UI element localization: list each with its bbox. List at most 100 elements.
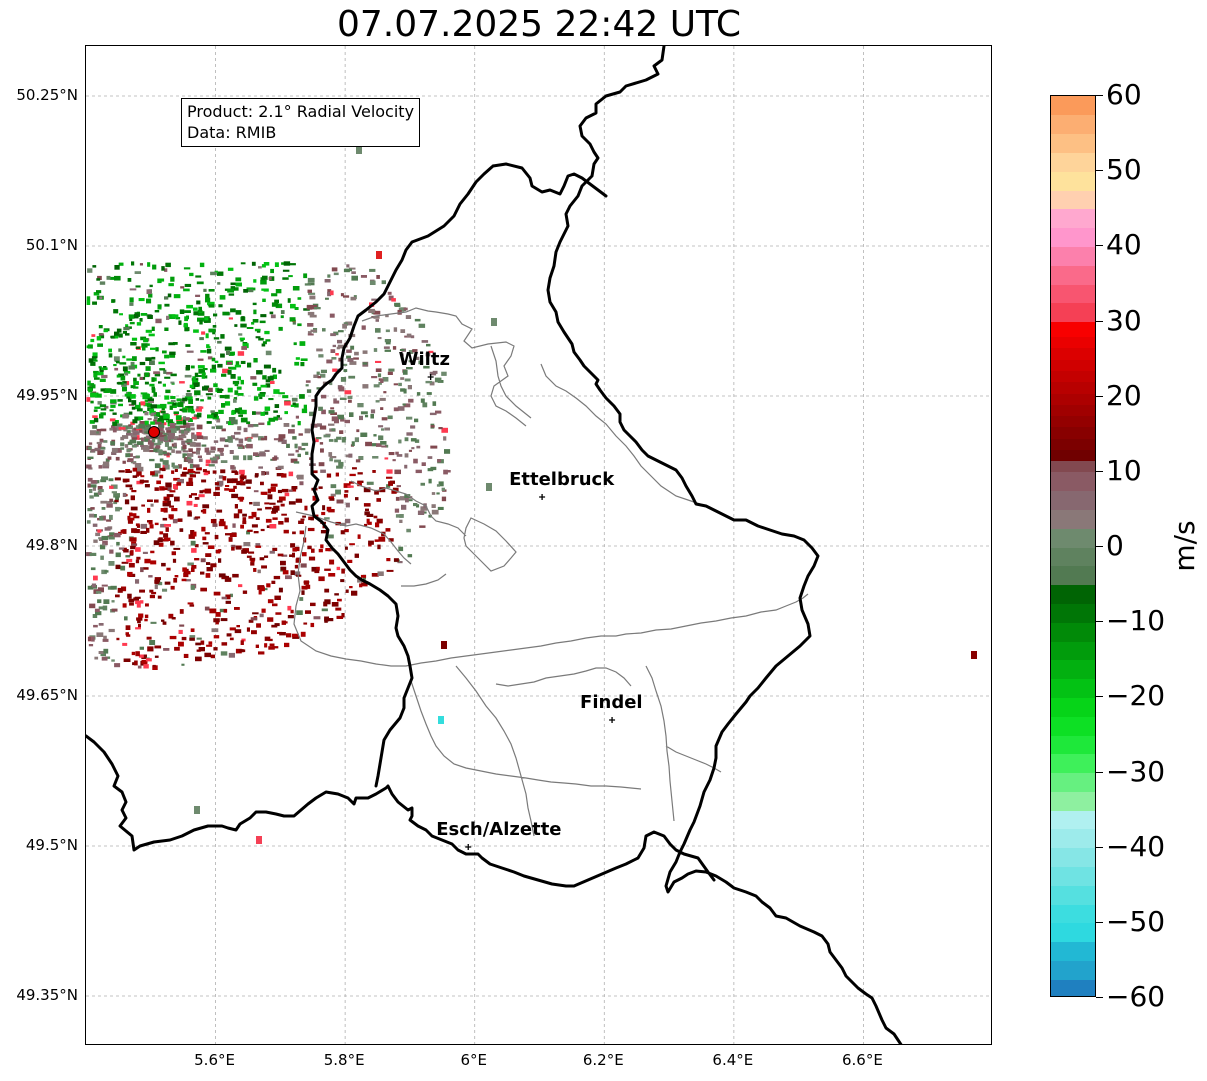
echo-pixel xyxy=(147,520,152,523)
echo-pixel xyxy=(349,361,357,365)
echo-pixel xyxy=(147,418,152,421)
echo-pixel xyxy=(265,518,272,523)
echo-pixel xyxy=(243,455,247,461)
echo-pixel xyxy=(132,419,138,424)
echo-pixel xyxy=(270,314,276,319)
echo-pixel xyxy=(292,547,297,552)
echo-pixel xyxy=(131,429,135,433)
echo-pixel xyxy=(97,401,102,405)
echo-pixel xyxy=(100,428,107,432)
echo-pixel xyxy=(373,434,377,437)
echo-pixel xyxy=(194,558,200,561)
echo-pixel xyxy=(430,425,435,428)
echo-pixel xyxy=(92,356,97,361)
echo-pixel xyxy=(301,585,308,590)
echo-pixel xyxy=(193,503,198,507)
echo-pixel xyxy=(316,566,320,571)
echo-pixel xyxy=(108,628,115,633)
echo-pixel xyxy=(315,437,319,443)
echo-pixel xyxy=(393,558,399,562)
echo-pixel xyxy=(87,344,93,349)
echo-pixel xyxy=(187,602,194,605)
echo-pixel xyxy=(332,368,337,372)
echo-pixel xyxy=(126,430,131,434)
echo-pixel xyxy=(381,280,386,285)
echo-pixel xyxy=(283,423,290,427)
echo-pixel xyxy=(227,288,234,293)
echo-pixel xyxy=(443,436,447,441)
echo-pixel xyxy=(406,367,413,370)
echo-pixel xyxy=(188,477,193,483)
colorbar-tick-label: −50 xyxy=(1106,904,1166,938)
echo-pixel xyxy=(243,427,248,433)
echo-pixel xyxy=(311,399,315,402)
echo-pixel xyxy=(171,617,176,620)
echo-pixel xyxy=(89,430,97,436)
echo-pixel xyxy=(89,552,97,556)
echo-pixel xyxy=(419,525,426,528)
echo-pixel xyxy=(408,398,414,403)
echo-pixel xyxy=(160,523,166,528)
colorbar-tick-label: −40 xyxy=(1106,829,1166,863)
echo-pixel xyxy=(144,430,150,434)
echo-pixel xyxy=(256,836,262,844)
echo-pixel xyxy=(130,550,134,555)
colorbar-tick-label: 50 xyxy=(1106,153,1142,187)
echo-pixel xyxy=(150,413,154,417)
echo-pixel xyxy=(98,489,104,493)
echo-pixel xyxy=(246,555,252,558)
radar-echoes xyxy=(86,116,977,844)
echo-pixel xyxy=(375,319,379,322)
echo-pixel xyxy=(139,421,146,425)
echo-pixel xyxy=(303,622,308,625)
echo-pixel xyxy=(159,437,165,442)
echo-pixel xyxy=(154,499,159,503)
echo-pixel xyxy=(198,458,203,462)
echo-pixel xyxy=(246,443,253,449)
echo-pixel xyxy=(371,443,377,447)
echo-pixel xyxy=(343,483,351,488)
echo-pixel xyxy=(234,364,241,368)
colorbar-tick xyxy=(1096,921,1103,923)
echo-pixel xyxy=(275,612,282,615)
echo-pixel xyxy=(181,440,186,445)
echo-pixel xyxy=(394,469,401,475)
echo-pixel xyxy=(123,479,128,483)
echo-pixel xyxy=(280,560,286,566)
echo-pixel xyxy=(337,339,343,344)
echo-pixel xyxy=(89,603,96,609)
echo-pixel xyxy=(298,433,303,436)
echo-pixel xyxy=(271,624,278,628)
echo-pixel xyxy=(199,262,205,268)
echo-pixel xyxy=(148,575,153,578)
echo-pixel xyxy=(95,393,102,398)
echo-pixel xyxy=(138,613,144,618)
city-label: Findel xyxy=(580,692,643,713)
echo-pixel xyxy=(416,504,420,508)
echo-pixel xyxy=(241,316,245,321)
echo-pixel xyxy=(127,517,135,521)
echo-pixel xyxy=(358,456,364,460)
echo-pixel xyxy=(384,339,391,343)
echo-pixel xyxy=(248,289,254,293)
echo-pixel xyxy=(253,396,259,401)
echo-pixel xyxy=(405,315,412,319)
lat-tick-label: 49.5°N xyxy=(25,836,78,854)
echo-pixel xyxy=(283,621,288,624)
echo-pixel xyxy=(172,402,177,406)
echo-pixel xyxy=(326,473,332,478)
echo-pixel xyxy=(87,380,91,386)
echo-pixel xyxy=(343,295,350,298)
echo-pixel xyxy=(186,304,193,309)
echo-pixel xyxy=(225,485,230,487)
echo-pixel xyxy=(290,404,295,407)
radar-map[interactable]: Wiltz Ettelbruck Findel Esch/Alzette Produc… xyxy=(85,45,992,1045)
echo-pixel xyxy=(114,335,119,339)
colorbar-tick-label: −20 xyxy=(1106,679,1166,713)
colorbar-tick xyxy=(1096,170,1103,172)
echo-pixel xyxy=(218,573,226,578)
radar-site-marker[interactable] xyxy=(148,426,161,438)
echo-pixel xyxy=(204,317,209,321)
echo-pixel xyxy=(114,499,119,503)
echo-pixel xyxy=(213,383,218,388)
